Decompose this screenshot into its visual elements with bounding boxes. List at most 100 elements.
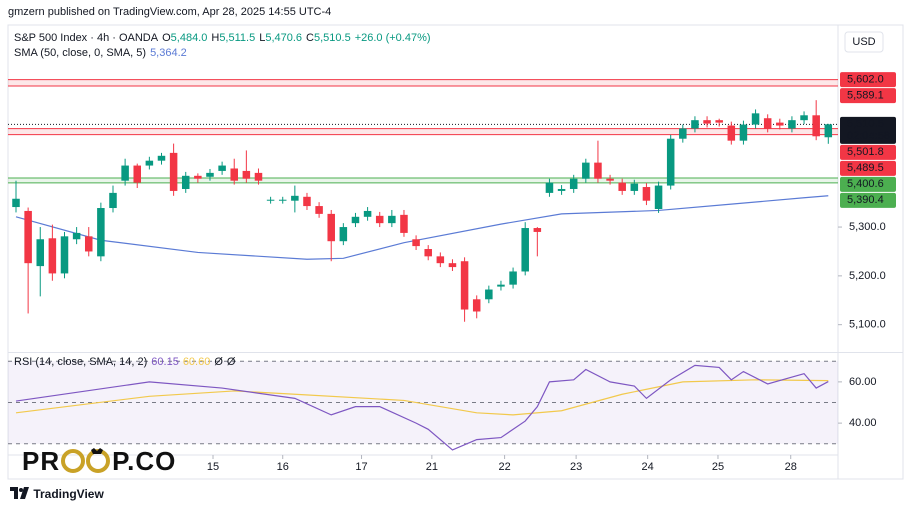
candle-body <box>339 227 348 242</box>
price-label: 5,589.1 <box>847 90 884 102</box>
indicator-name: RSI (14, close, SMA, 14, 2) <box>14 356 148 368</box>
legend-row: S&P 500 Index · 4h · OANDA O5,484.0 H5,511… <box>14 32 435 44</box>
y-tick-label: 5,200.0 <box>849 270 886 282</box>
candle-body <box>48 238 57 274</box>
indicator-value: 60.15 <box>151 356 179 368</box>
indicator-name: SMA (50, close, 0, SMA, 5) <box>14 47 147 59</box>
ohlc-value: 5,484.0 <box>170 32 208 44</box>
candle-body <box>763 118 772 129</box>
price-label: 5,602.0 <box>847 74 884 86</box>
x-tick-label: 28 <box>785 461 797 473</box>
candle-body <box>545 182 554 193</box>
candle-body <box>351 216 360 224</box>
y-tick-label: 40.00 <box>849 417 877 429</box>
candle-body <box>24 210 32 264</box>
x-tick-label: 15 <box>207 461 219 473</box>
ohlc-key: H <box>211 32 220 44</box>
candle-body <box>679 128 687 139</box>
frame <box>7 24 904 480</box>
candle-body <box>654 185 663 209</box>
indicator-value: 5,364.2 <box>150 47 187 59</box>
price-label: 5,501.8 <box>847 146 884 158</box>
brand-logo <box>10 487 29 499</box>
x-tick-label: 24 <box>642 461 654 473</box>
candle-body <box>97 208 105 257</box>
currency-box[interactable] <box>844 31 884 53</box>
candle-body <box>582 162 590 179</box>
change: +26.0 (+0.47%) <box>354 32 431 44</box>
candle-body <box>254 172 263 181</box>
candle-body <box>291 195 299 201</box>
candle-body <box>569 178 578 189</box>
ohlc-value: 5,511.5 <box>219 32 256 44</box>
watermark-icon <box>61 448 111 473</box>
candle-body <box>812 115 820 137</box>
brand-name: TradingView <box>33 487 104 501</box>
candle-body <box>169 152 178 191</box>
watermark-left: PR <box>22 446 61 476</box>
candle-body <box>84 236 93 252</box>
candle-body <box>375 215 384 224</box>
rsi-line <box>15 379 829 416</box>
candle-body <box>533 228 542 232</box>
x-tick-label: 16 <box>277 461 289 473</box>
candle-body <box>412 239 420 247</box>
price-label-box <box>840 72 896 88</box>
indicator-value: 60.60 <box>182 356 211 368</box>
candle-body <box>448 263 457 268</box>
candle-body <box>521 228 529 272</box>
candle-body <box>715 120 723 123</box>
price-label: 5,489.5 <box>847 162 884 174</box>
price-label: 5,390.4 <box>847 194 884 206</box>
candle-body <box>739 124 748 141</box>
candle-body <box>315 206 323 214</box>
candle-body <box>691 120 699 129</box>
candle-body <box>400 214 408 233</box>
candle-body <box>460 261 469 310</box>
x-tick-label: 22 <box>498 461 510 473</box>
candle-body <box>788 120 796 129</box>
candle-body <box>242 170 251 179</box>
candle-body <box>194 175 202 179</box>
price-label: 02:04:58 <box>847 130 890 142</box>
price-label: 5,400.6 <box>847 178 884 190</box>
na-label: Ø <box>214 356 223 368</box>
x-tick-label: 23 <box>570 461 582 473</box>
candle-body <box>388 215 396 224</box>
ohlc-key: O <box>162 32 171 44</box>
footer-brand: TradingView <box>10 487 104 501</box>
candle-body <box>36 239 45 267</box>
candle-body <box>121 165 129 181</box>
candle-body <box>436 256 445 264</box>
watermark-right: P.CO <box>112 446 177 476</box>
currency: USD <box>852 36 875 48</box>
zone <box>8 79 838 86</box>
candle-body <box>12 198 20 208</box>
candle-body <box>642 187 651 201</box>
ohlc-value: 5,510.5 <box>313 32 351 44</box>
price-label-box <box>840 116 896 144</box>
candle-body <box>109 192 117 209</box>
ohlc-key: L <box>259 32 266 44</box>
candle-body <box>557 188 566 191</box>
candle-body <box>266 199 275 201</box>
candle-body <box>630 183 639 191</box>
candle-body <box>800 115 808 121</box>
ohlc-key: C <box>306 32 314 44</box>
y-tick-label: 5,300.0 <box>849 221 886 233</box>
candle-body <box>218 165 226 171</box>
sma-line <box>15 195 829 260</box>
price-label-box <box>840 160 896 176</box>
candle-body <box>751 113 760 125</box>
publisher-line: gmzern published on TradingView.com, Apr… <box>8 6 332 18</box>
candle-body <box>703 120 711 124</box>
candle-body <box>727 125 736 141</box>
zone <box>8 177 838 183</box>
na-label: Ø <box>226 356 236 368</box>
main-legend: S&P 500 Index · 4h · OANDA O5,484.0 H5,511… <box>14 32 435 59</box>
candle-body <box>606 178 614 181</box>
candle-body <box>618 182 626 191</box>
x-tick-label: 21 <box>426 461 438 473</box>
